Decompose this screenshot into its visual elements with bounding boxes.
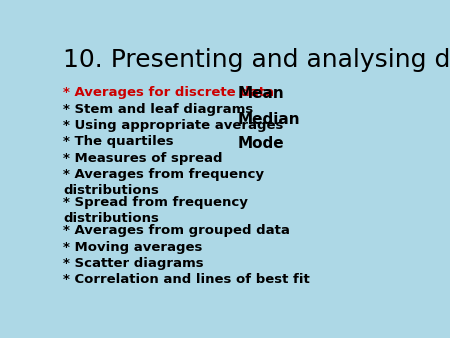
Text: * Scatter diagrams: * Scatter diagrams — [63, 257, 204, 270]
Text: * Correlation and lines of best fit: * Correlation and lines of best fit — [63, 273, 310, 287]
Text: Median: Median — [238, 112, 300, 127]
Text: Mode: Mode — [238, 136, 284, 150]
Text: Mean: Mean — [238, 86, 284, 101]
Text: * Using appropriate averages: * Using appropriate averages — [63, 119, 284, 132]
Text: * Measures of spread: * Measures of spread — [63, 152, 223, 165]
Text: * Spread from frequency
distributions: * Spread from frequency distributions — [63, 196, 248, 225]
Text: * Stem and leaf diagrams: * Stem and leaf diagrams — [63, 102, 253, 116]
Text: * Averages from frequency
distributions: * Averages from frequency distributions — [63, 168, 264, 197]
Text: * Moving averages: * Moving averages — [63, 241, 202, 254]
Text: * Averages for discrete data: * Averages for discrete data — [63, 86, 274, 99]
Text: * Averages from grouped data: * Averages from grouped data — [63, 224, 290, 237]
Text: 10. Presenting and analysing data: 10. Presenting and analysing data — [63, 48, 450, 72]
Text: * The quartiles: * The quartiles — [63, 135, 174, 148]
